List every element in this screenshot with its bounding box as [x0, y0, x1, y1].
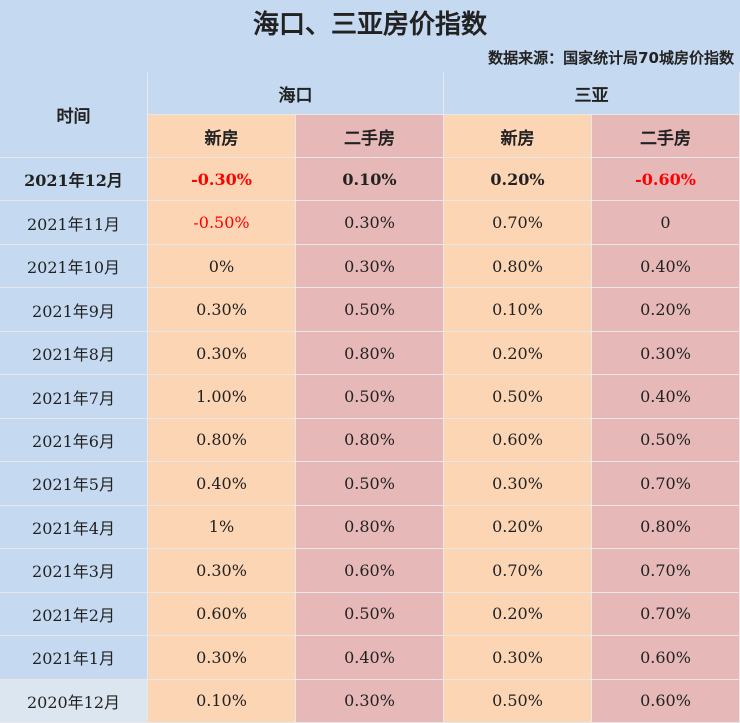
- row-value: 0.30%: [148, 288, 296, 332]
- row-value: 0.40%: [592, 244, 740, 289]
- row-date: 2021年2月: [0, 592, 148, 637]
- row-value: 0.70%: [592, 462, 740, 506]
- row-date: 2021年12月: [0, 158, 148, 202]
- row-value: 0.60%: [444, 418, 592, 463]
- row-value: 0.30%: [444, 636, 592, 680]
- row-value: 0.80%: [296, 331, 444, 376]
- row-date: 2021年7月: [0, 375, 148, 419]
- row-value: 0.50%: [444, 679, 592, 723]
- row-value: 0.80%: [296, 505, 444, 550]
- row-value: 0.20%: [444, 158, 592, 202]
- row-value: 0.70%: [592, 549, 740, 593]
- row-date: 2021年10月: [0, 244, 148, 289]
- row-value: -0.50%: [148, 201, 296, 245]
- row-date: 2021年1月: [0, 636, 148, 680]
- row-value: 0.30%: [148, 636, 296, 680]
- row-value: 0.70%: [592, 592, 740, 637]
- row-value: 0.20%: [444, 592, 592, 637]
- row-value: 0.10%: [148, 679, 296, 723]
- row-date: 2021年9月: [0, 288, 148, 332]
- row-value: 0.60%: [592, 636, 740, 680]
- row-value: 0.20%: [444, 331, 592, 376]
- row-value: 0.50%: [296, 592, 444, 637]
- row-value: 0.70%: [444, 201, 592, 245]
- row-value: 0.20%: [592, 288, 740, 332]
- row-value: 0.80%: [444, 244, 592, 289]
- header-sub: 新房: [444, 115, 592, 158]
- row-date: 2021年4月: [0, 505, 148, 550]
- row-value: 0.50%: [296, 462, 444, 506]
- row-date: 2021年3月: [0, 549, 148, 593]
- row-value: 0.60%: [148, 592, 296, 637]
- row-value: 0.30%: [296, 244, 444, 289]
- row-value: 0.10%: [444, 288, 592, 332]
- row-value: 0.80%: [148, 418, 296, 463]
- header-sub: 新房: [148, 115, 296, 158]
- row-value: 0.80%: [296, 418, 444, 463]
- header-group: 海口: [148, 72, 444, 115]
- row-value: 0.40%: [148, 462, 296, 506]
- title-bar: 海口、三亚房价指数 数据来源：国家统计局70城房价指数: [0, 0, 740, 73]
- row-value: 0.40%: [592, 375, 740, 419]
- row-value: 0.30%: [148, 549, 296, 593]
- header-time: 时间: [0, 72, 148, 158]
- row-date: 2021年11月: [0, 201, 148, 245]
- row-value: -0.60%: [592, 158, 740, 202]
- row-date: 2021年5月: [0, 462, 148, 506]
- row-date: 2021年6月: [0, 418, 148, 463]
- header-group: 三亚: [444, 72, 740, 115]
- row-value: 1.00%: [148, 375, 296, 419]
- source: 数据来源：国家统计局70城房价指数: [488, 49, 734, 67]
- row-value: 0.50%: [296, 288, 444, 332]
- row-value: 0.60%: [296, 549, 444, 593]
- row-value: 0.50%: [296, 375, 444, 419]
- row-value: 0.80%: [592, 505, 740, 550]
- row-value: 0.30%: [592, 331, 740, 376]
- row-value: 0.20%: [444, 505, 592, 550]
- row-value: 0: [592, 201, 740, 245]
- row-value: 0.10%: [296, 158, 444, 202]
- row-value: 0.50%: [444, 375, 592, 419]
- row-value: 0.40%: [296, 636, 444, 680]
- row-value: 0.30%: [296, 201, 444, 245]
- header-sub: 二手房: [592, 115, 740, 158]
- row-value: 0.50%: [592, 418, 740, 463]
- row-value: 1%: [148, 505, 296, 550]
- row-value: 0.60%: [592, 679, 740, 723]
- row-date: 2020年12月: [0, 679, 148, 723]
- row-value: 0.30%: [444, 462, 592, 506]
- row-value: 0%: [148, 244, 296, 289]
- header-sub: 二手房: [296, 115, 444, 158]
- row-value: 0.30%: [296, 679, 444, 723]
- row-date: 2021年8月: [0, 331, 148, 376]
- row-value: 0.70%: [444, 549, 592, 593]
- row-value: -0.30%: [148, 158, 296, 202]
- title: 海口、三亚房价指数: [252, 10, 487, 40]
- row-value: 0.30%: [148, 331, 296, 376]
